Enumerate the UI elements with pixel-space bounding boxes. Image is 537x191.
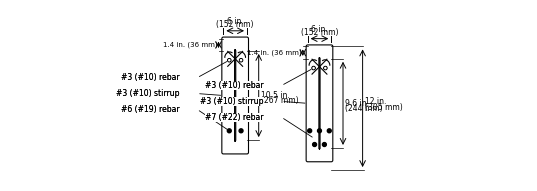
Text: #3 (#10) stirrup: #3 (#10) stirrup bbox=[116, 89, 179, 98]
Text: 9.6 in.: 9.6 in. bbox=[345, 99, 369, 108]
Circle shape bbox=[313, 67, 315, 69]
Circle shape bbox=[324, 67, 326, 69]
Circle shape bbox=[241, 60, 242, 61]
Circle shape bbox=[228, 59, 231, 62]
Circle shape bbox=[308, 129, 311, 133]
Text: 1.4 in. (36 mm): 1.4 in. (36 mm) bbox=[247, 49, 302, 56]
Text: #3 (#10) stirrup: #3 (#10) stirrup bbox=[200, 97, 264, 106]
Text: #6 (#19) rebar: #6 (#19) rebar bbox=[121, 105, 179, 114]
Circle shape bbox=[324, 66, 327, 70]
Circle shape bbox=[227, 129, 231, 133]
FancyBboxPatch shape bbox=[319, 58, 320, 149]
Text: #7 (#22) rebar: #7 (#22) rebar bbox=[205, 112, 264, 121]
Circle shape bbox=[240, 59, 243, 62]
Text: (267 mm): (267 mm) bbox=[261, 96, 299, 105]
Text: 6 in.: 6 in. bbox=[227, 17, 244, 26]
Text: (152 mm): (152 mm) bbox=[301, 28, 338, 37]
Text: 6 in.: 6 in. bbox=[311, 25, 328, 34]
Circle shape bbox=[239, 129, 243, 133]
FancyBboxPatch shape bbox=[222, 37, 249, 154]
FancyBboxPatch shape bbox=[235, 50, 236, 141]
Text: (305 mm): (305 mm) bbox=[365, 103, 403, 112]
Circle shape bbox=[313, 67, 314, 69]
Text: 1.4 in. (36 mm): 1.4 in. (36 mm) bbox=[163, 42, 217, 48]
Circle shape bbox=[240, 59, 243, 62]
Circle shape bbox=[229, 60, 230, 61]
Circle shape bbox=[312, 66, 315, 70]
Circle shape bbox=[228, 59, 230, 61]
Text: #3 (#10) rebar: #3 (#10) rebar bbox=[121, 73, 179, 82]
FancyBboxPatch shape bbox=[306, 45, 333, 162]
Text: 10.5 in.: 10.5 in. bbox=[261, 91, 290, 100]
Circle shape bbox=[328, 129, 331, 133]
Text: #3 (#10) stirrup: #3 (#10) stirrup bbox=[116, 89, 179, 98]
Text: 12 in.: 12 in. bbox=[365, 97, 386, 106]
Text: #3 (#10) rebar: #3 (#10) rebar bbox=[205, 81, 264, 90]
Text: (152 mm): (152 mm) bbox=[216, 20, 254, 29]
Circle shape bbox=[322, 142, 326, 146]
Circle shape bbox=[228, 59, 231, 62]
Circle shape bbox=[317, 129, 322, 133]
Text: #3 (#10) rebar: #3 (#10) rebar bbox=[205, 81, 264, 90]
Circle shape bbox=[324, 66, 327, 70]
Text: #3 (#10) rebar: #3 (#10) rebar bbox=[121, 73, 179, 82]
Text: #3 (#10) stirrup: #3 (#10) stirrup bbox=[200, 97, 264, 106]
Text: #7 (#22) rebar: #7 (#22) rebar bbox=[205, 112, 264, 121]
Circle shape bbox=[325, 67, 326, 69]
Circle shape bbox=[240, 59, 242, 61]
Circle shape bbox=[312, 66, 315, 70]
Circle shape bbox=[313, 142, 316, 146]
Text: (244 mm): (244 mm) bbox=[345, 104, 383, 113]
Text: #6 (#19) rebar: #6 (#19) rebar bbox=[121, 105, 179, 114]
